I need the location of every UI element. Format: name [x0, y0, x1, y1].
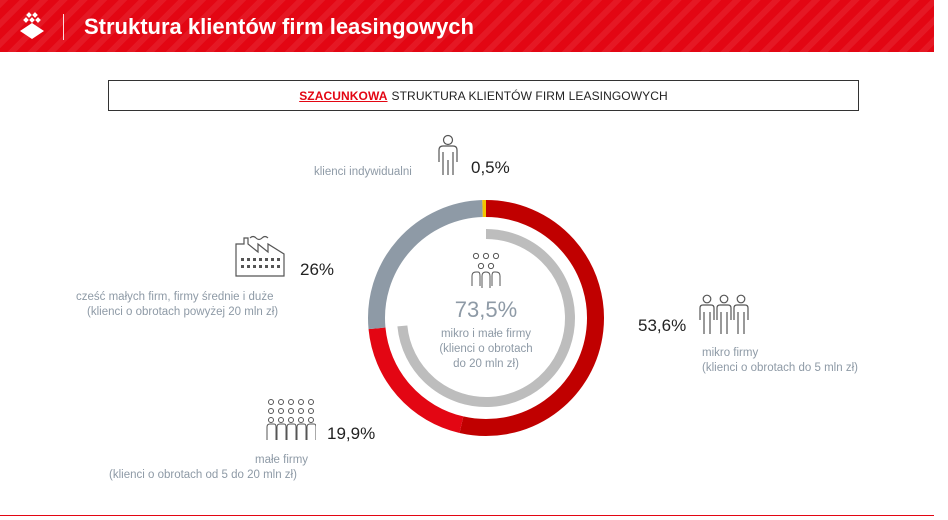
center-pct: 73,5%	[454, 297, 518, 322]
pct-medium-large: 26%	[300, 260, 335, 279]
detail-micro: (klienci o obrotach do 5 mln zł)	[702, 362, 858, 374]
center-detail-2: do 20 mln zł)	[453, 358, 519, 370]
pct-individual: 0,5%	[471, 158, 510, 177]
center-label: mikro i małe firmy (klienci o obrotach d…	[420, 327, 552, 372]
center-name: mikro i małe firmy	[440, 328, 532, 340]
header-bar: Struktura klientów firm leasingowych	[0, 0, 934, 52]
label-medium-large: cześć małych firm, firmy średnie i duże	[76, 291, 274, 303]
group-three-icon	[699, 294, 749, 334]
pct-micro: 53,6%	[638, 316, 687, 335]
brand-logo-icon	[20, 12, 44, 39]
right-margin	[934, 0, 948, 520]
factory-icon	[235, 235, 285, 277]
center-detail-1: (klienci o obrotach	[439, 343, 533, 355]
subtitle-text: STRUKTURA KLIENTÓW FIRM LEASINGOWYCH	[391, 88, 668, 103]
header-stripes	[0, 0, 934, 52]
detail-small: (klienci o obrotach od 5 do 20 mln zł)	[109, 469, 297, 481]
label-individual: klienci indywidualni	[314, 166, 412, 178]
chart-subtitle-box: SZACUNKOWA STRUKTURA KLIENTÓW FIRM LEASI…	[108, 80, 859, 111]
page-title: Struktura klientów firm leasingowych	[84, 14, 474, 39]
group-center-icon	[471, 252, 501, 288]
detail-medium-large: (klienci o obrotach powyżej 20 mln zł)	[87, 306, 279, 318]
label-small: małe firmy	[255, 454, 309, 466]
subtitle-highlight: SZACUNKOWA	[299, 88, 388, 103]
crowd-icon	[266, 399, 316, 440]
person-icon	[438, 134, 458, 175]
pct-small: 19,9%	[327, 424, 376, 443]
label-micro: mikro firmy	[702, 347, 759, 359]
bottom-rule	[0, 515, 934, 516]
header-separator	[63, 14, 64, 40]
